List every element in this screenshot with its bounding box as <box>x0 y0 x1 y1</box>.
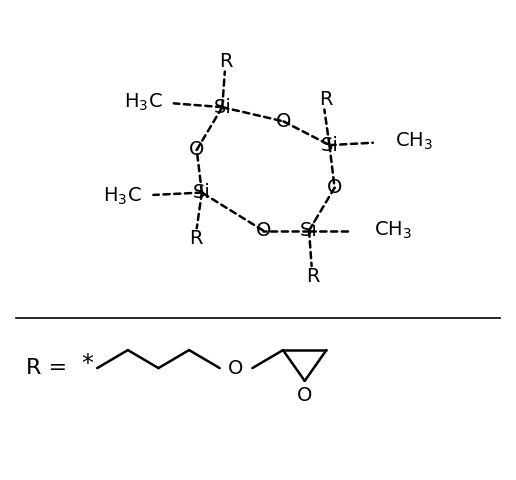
Text: O: O <box>189 140 204 159</box>
Text: R: R <box>318 90 332 108</box>
Text: O: O <box>229 359 244 378</box>
Text: O: O <box>327 178 342 197</box>
Text: O: O <box>255 221 271 240</box>
Text: R: R <box>219 52 233 71</box>
Text: $\mathregular{CH_3}$: $\mathregular{CH_3}$ <box>395 131 433 153</box>
Text: *: * <box>81 352 93 376</box>
Text: Si: Si <box>213 97 231 117</box>
Text: R =: R = <box>26 358 74 378</box>
Text: R: R <box>189 229 202 248</box>
Text: Si: Si <box>193 183 211 202</box>
Text: O: O <box>297 385 312 405</box>
Text: $\mathregular{H_3C}$: $\mathregular{H_3C}$ <box>124 92 163 113</box>
Text: R: R <box>306 267 319 286</box>
Text: $\mathregular{CH_3}$: $\mathregular{CH_3}$ <box>374 220 412 241</box>
Text: Si: Si <box>320 136 338 155</box>
Text: O: O <box>276 112 291 131</box>
Text: $\mathregular{H_3C}$: $\mathregular{H_3C}$ <box>103 185 142 206</box>
Text: Si: Si <box>300 221 318 240</box>
